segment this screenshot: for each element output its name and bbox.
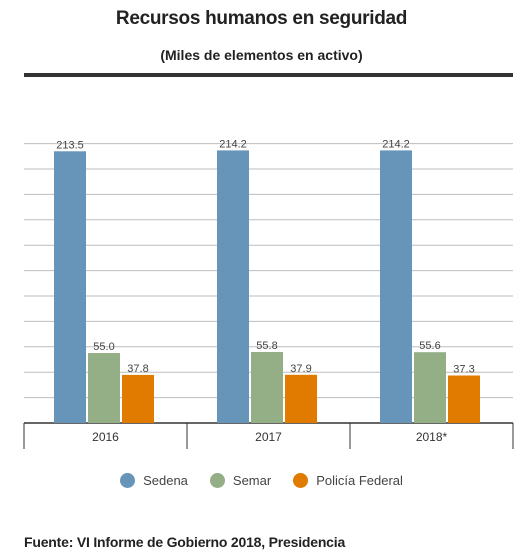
legend-swatch-sedena	[120, 473, 136, 488]
bar-sedena-2018	[380, 150, 412, 423]
bar-sedena-2017	[217, 150, 249, 423]
data-label-sedena-2018: 214.2	[382, 138, 410, 150]
legend-item-policia-federal: Policía Federal	[293, 473, 403, 488]
chart-subtitle: (Miles de elementos en activo)	[160, 47, 363, 63]
legend-swatch-policia-federal	[293, 473, 309, 488]
bar-chart: 213.5 55.0 37.8 2016 214.2 55.8 37.9 2017 214.2 5…	[23, 138, 514, 449]
legend-label-sedena: Sedena	[143, 473, 188, 488]
data-label-sedena-2016: 213.5	[56, 139, 84, 151]
data-label-policia-federal-2016: 37.8	[127, 363, 148, 375]
bar-semar-2016	[88, 353, 120, 423]
bar-semar-2017	[251, 352, 283, 423]
x-tick-label-2017: 2017	[255, 430, 282, 444]
legend-label-policia-federal: Policía Federal	[316, 473, 403, 488]
x-tick-label-2016: 2016	[92, 430, 119, 444]
legend-item-semar: Semar	[209, 473, 272, 488]
data-label-policia-federal-2018: 37.3	[453, 364, 474, 376]
chart-title: Recursos humanos en seguridad	[115, 8, 408, 29]
data-label-sedena-2017: 214.2	[219, 138, 247, 150]
legend: Sedena Semar Policía Federal	[0, 473, 523, 488]
data-label-semar-2016: 55.0	[93, 341, 114, 353]
data-label-semar-2017: 55.8	[256, 340, 277, 352]
data-label-policia-federal-2017: 37.9	[290, 363, 311, 375]
x-tick-label-2018: 2018*	[416, 430, 448, 444]
bar-sedena-2016	[54, 151, 86, 424]
bar-policia-federal-2016	[122, 374, 154, 423]
title-rule	[24, 73, 513, 77]
bar-policia-federal-2017	[285, 374, 317, 423]
legend-swatch-semar	[209, 473, 225, 488]
legend-label-semar: Semar	[232, 473, 272, 488]
bar-semar-2018	[414, 352, 446, 423]
legend-item-sedena: Sedena	[120, 473, 188, 488]
bar-policia-federal-2018	[448, 375, 480, 423]
source-note: Fuente: VI Informe de Gobierno 2018, Pre…	[24, 534, 346, 550]
data-label-semar-2018: 55.6	[419, 340, 440, 352]
